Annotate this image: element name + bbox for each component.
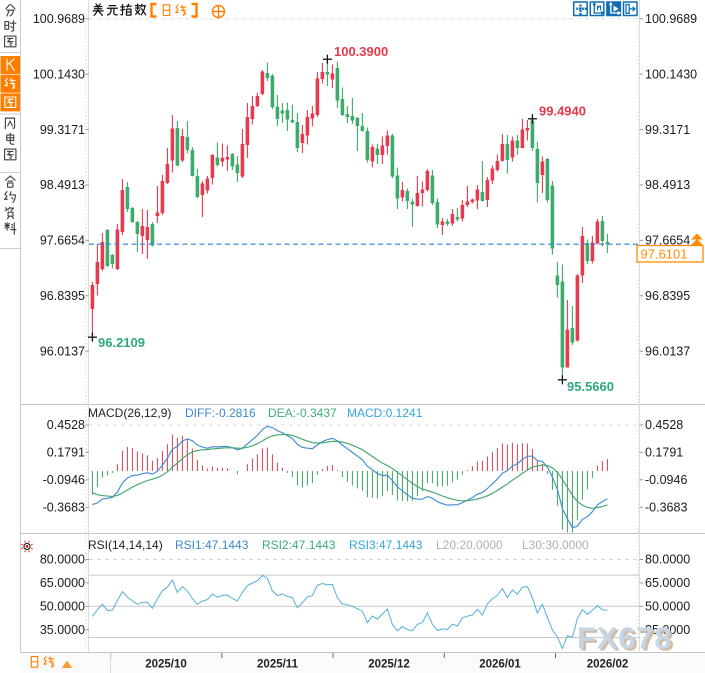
svg-text:RSI1:47.1443: RSI1:47.1443 bbox=[175, 538, 249, 552]
svg-text:97.6654: 97.6654 bbox=[645, 234, 690, 248]
svg-text:L30:30.0000: L30:30.0000 bbox=[522, 538, 589, 552]
svg-text:FX678: FX678 bbox=[577, 621, 672, 656]
svg-text:96.0137: 96.0137 bbox=[645, 344, 690, 358]
svg-text:100.1430: 100.1430 bbox=[33, 67, 85, 81]
svg-text:35.0000: 35.0000 bbox=[645, 623, 690, 637]
svg-text:98.4913: 98.4913 bbox=[645, 178, 690, 192]
svg-text:RSI2:47.1443: RSI2:47.1443 bbox=[262, 538, 336, 552]
svg-text:99.3171: 99.3171 bbox=[40, 123, 85, 137]
svg-text:96.0137: 96.0137 bbox=[40, 344, 85, 358]
svg-text:MACD:0.1241: MACD:0.1241 bbox=[347, 406, 423, 420]
svg-text:FX678: FX678 bbox=[580, 623, 675, 658]
svg-text:35.0000: 35.0000 bbox=[40, 623, 85, 637]
svg-text:100.3900: 100.3900 bbox=[334, 44, 388, 59]
svg-text:L20:20.0000: L20:20.0000 bbox=[436, 538, 503, 552]
svg-text:MACD(26,12,9): MACD(26,12,9) bbox=[88, 406, 171, 420]
svg-text:2025/10: 2025/10 bbox=[145, 659, 187, 671]
svg-text:97.6654: 97.6654 bbox=[40, 234, 85, 248]
svg-text:95.5660: 95.5660 bbox=[567, 379, 614, 394]
svg-text:-0.3683: -0.3683 bbox=[645, 500, 687, 514]
svg-text:96.8395: 96.8395 bbox=[645, 289, 690, 303]
svg-text:98.4913: 98.4913 bbox=[40, 178, 85, 192]
svg-text:65.0000: 65.0000 bbox=[40, 576, 85, 590]
svg-text:100.9689: 100.9689 bbox=[645, 12, 697, 26]
svg-text:0.1791: 0.1791 bbox=[47, 446, 85, 460]
svg-text:0.4528: 0.4528 bbox=[645, 418, 683, 432]
svg-text:80.0000: 80.0000 bbox=[645, 553, 690, 567]
svg-text:2025/11: 2025/11 bbox=[257, 659, 299, 671]
svg-text:DIFF:-0.2816: DIFF:-0.2816 bbox=[185, 406, 256, 420]
svg-text:2026/02: 2026/02 bbox=[587, 659, 629, 671]
svg-text:-0.0946: -0.0946 bbox=[645, 473, 687, 487]
svg-text:-0.3683: -0.3683 bbox=[43, 500, 85, 514]
svg-text:-0.0946: -0.0946 bbox=[43, 473, 85, 487]
svg-text:99.4940: 99.4940 bbox=[539, 104, 586, 119]
svg-text:65.0000: 65.0000 bbox=[645, 576, 690, 590]
svg-text:RSI(14,14,14): RSI(14,14,14) bbox=[88, 538, 163, 552]
svg-text:100.9689: 100.9689 bbox=[33, 12, 85, 26]
svg-text:0.1791: 0.1791 bbox=[645, 446, 683, 460]
svg-text:100.1430: 100.1430 bbox=[645, 67, 697, 81]
svg-text:96.8395: 96.8395 bbox=[40, 289, 85, 303]
svg-text:2025/12: 2025/12 bbox=[368, 659, 410, 671]
svg-text:50.0000: 50.0000 bbox=[645, 600, 690, 614]
svg-text:50.0000: 50.0000 bbox=[40, 600, 85, 614]
svg-text:99.3171: 99.3171 bbox=[645, 123, 690, 137]
svg-text:97.6101: 97.6101 bbox=[641, 247, 688, 262]
svg-text:RSI3:47.1443: RSI3:47.1443 bbox=[349, 538, 423, 552]
svg-text:2026/01: 2026/01 bbox=[479, 659, 521, 671]
svg-text:80.0000: 80.0000 bbox=[40, 553, 85, 567]
svg-text:96.2109: 96.2109 bbox=[98, 335, 145, 350]
svg-text:0.4528: 0.4528 bbox=[47, 418, 85, 432]
svg-text:DEA:-0.3437: DEA:-0.3437 bbox=[268, 406, 337, 420]
